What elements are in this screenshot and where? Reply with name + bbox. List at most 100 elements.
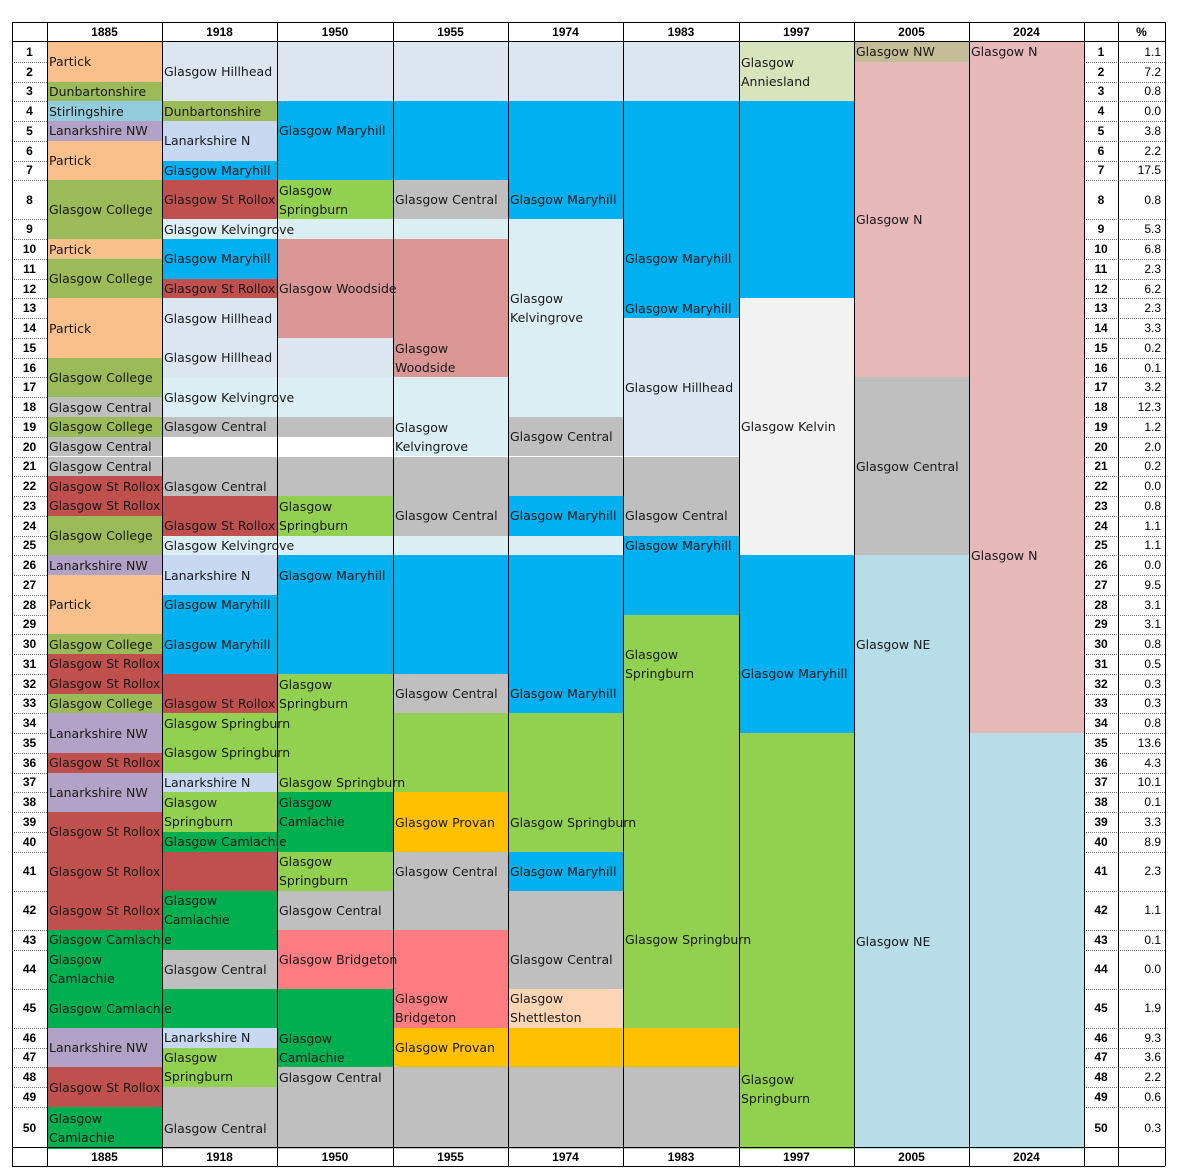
row-number: 41 xyxy=(22,864,37,879)
row-separator xyxy=(1084,61,1165,63)
row-separator xyxy=(12,1027,47,1029)
constituency-cell: Glasgow St Rollox xyxy=(47,890,162,930)
row-separator xyxy=(1084,812,1165,814)
constituency-label: Glasgow Maryhill xyxy=(625,537,732,553)
constituency-label: Glasgow Maryhill xyxy=(164,636,271,652)
row-separator xyxy=(12,377,47,379)
constituency-label: Lanarkshire NW xyxy=(49,557,148,573)
constituency-cell: Lanarkshire NW xyxy=(47,555,162,576)
row-percent: 1.1 xyxy=(1144,44,1161,59)
row-separator xyxy=(1084,1087,1165,1089)
row-number-right: 1 xyxy=(1097,44,1105,59)
header-year-1885: 1885 xyxy=(91,24,118,39)
row-percent: 0.8 xyxy=(1144,84,1161,99)
row-separator xyxy=(1084,1106,1165,1108)
constituency-cell: Lanarkshire N xyxy=(162,121,277,161)
constituency-cell: Glasgow Springburn xyxy=(162,792,277,832)
grid-line xyxy=(508,22,509,1166)
constituency-cell: Glasgow Camlachie xyxy=(277,792,393,832)
row-percent: 0.3 xyxy=(1144,696,1161,711)
row-percent: 9.3 xyxy=(1144,1030,1161,1045)
row-separator xyxy=(12,61,47,63)
row-separator xyxy=(12,654,47,656)
row-separator xyxy=(1084,219,1165,221)
row-separator xyxy=(1084,733,1165,735)
constituency-cell: Glasgow Kelvingrove xyxy=(508,239,623,378)
header-year-1997: 1997 xyxy=(783,24,810,39)
row-number: 14 xyxy=(22,321,37,336)
row-percent: 0.8 xyxy=(1144,637,1161,652)
row-percent: 6.8 xyxy=(1144,242,1161,257)
row-number: 12 xyxy=(22,281,37,296)
row-separator xyxy=(12,121,47,123)
constituency-label: Glasgow St Rollox xyxy=(49,902,161,918)
constituency-cell: Glasgow St Rollox xyxy=(47,496,277,516)
constituency-label: Glasgow Maryhill xyxy=(510,508,617,524)
row-number-right: 17 xyxy=(1094,380,1108,395)
constituency-label: Dunbartonshire xyxy=(49,83,147,99)
row-number: 2 xyxy=(26,64,33,79)
constituency-cell: Glasgow St Rollox xyxy=(47,654,162,674)
constituency-label: Partick xyxy=(49,153,92,169)
grid-line xyxy=(12,1166,1165,1167)
row-separator xyxy=(1084,258,1165,260)
constituency-label: Glasgow N xyxy=(971,547,1038,563)
row-separator xyxy=(12,496,47,498)
grid-line xyxy=(12,1147,1165,1148)
row-separator xyxy=(1084,357,1165,359)
footer-year-1974: 1974 xyxy=(552,1149,579,1164)
constituency-label: Glasgow Central xyxy=(164,1120,267,1136)
row-number: 18 xyxy=(22,400,37,415)
row-number-right: 50 xyxy=(1094,1121,1108,1136)
row-separator xyxy=(12,1106,47,1108)
row-number-right: 49 xyxy=(1094,1090,1108,1104)
row-separator xyxy=(1084,318,1165,320)
row-number-right: 33 xyxy=(1094,696,1108,711)
constituency-cell: Lanarkshire N xyxy=(162,1027,277,1048)
constituency-cell: Glasgow Springburn xyxy=(508,792,854,852)
row-separator xyxy=(1084,101,1165,103)
row-separator xyxy=(12,713,47,715)
constituency-label: Glasgow Central xyxy=(510,951,613,967)
constituency-cell: Glasgow NE xyxy=(854,555,969,734)
constituency-cell: Glasgow Central xyxy=(162,476,739,496)
row-number: 46 xyxy=(22,1030,37,1045)
constituency-label: Glasgow Springburn xyxy=(510,814,637,830)
constituency-label: Stirlingshire xyxy=(49,103,124,119)
grid-line xyxy=(393,22,394,1166)
constituency-label: Glasgow Springburn xyxy=(279,854,349,889)
constituency-label: Glasgow Kelvingrove xyxy=(164,389,295,405)
row-number: 15 xyxy=(22,340,37,355)
constituency-label: Glasgow Provan xyxy=(395,1040,495,1056)
footer-year-1997: 1997 xyxy=(783,1149,810,1164)
constituency-label: Glasgow Anniesland xyxy=(741,54,811,89)
row-separator xyxy=(1084,929,1165,931)
constituency-cell: Glasgow Anniesland xyxy=(739,42,854,102)
constituency-cell: Glasgow Springburn xyxy=(277,673,393,714)
row-separator xyxy=(1084,416,1165,418)
row-percent: 12.3 xyxy=(1137,400,1161,415)
row-percent: 2.3 xyxy=(1144,261,1161,276)
row-separator xyxy=(12,812,47,814)
row-separator xyxy=(12,594,47,596)
constituency-label: Glasgow Springburn xyxy=(164,1050,234,1085)
constituency-label: Glasgow Central xyxy=(395,192,498,208)
grid-line xyxy=(1084,22,1085,1166)
row-separator xyxy=(12,752,47,754)
constituency-cell: Glasgow Provan xyxy=(393,792,508,852)
row-number: 43 xyxy=(22,932,37,947)
constituency-label: Glasgow Hillhead xyxy=(164,64,273,80)
header-year-2024: 2024 xyxy=(1013,24,1040,39)
constituency-cell: Partick xyxy=(47,575,162,635)
row-separator xyxy=(1084,121,1165,123)
row-separator xyxy=(12,555,47,557)
row-separator xyxy=(12,831,47,833)
constituency-cell: Lanarkshire N xyxy=(162,772,277,793)
constituency-label: Glasgow Springburn xyxy=(279,774,406,790)
row-number: 31 xyxy=(22,656,37,671)
constituency-cell: Glasgow College xyxy=(47,693,162,714)
row-number: 50 xyxy=(22,1121,37,1136)
constituency-cell: Glasgow Springburn xyxy=(277,772,854,793)
row-number-right: 5 xyxy=(1097,123,1105,138)
constituency-label: Glasgow Springburn xyxy=(164,745,291,761)
